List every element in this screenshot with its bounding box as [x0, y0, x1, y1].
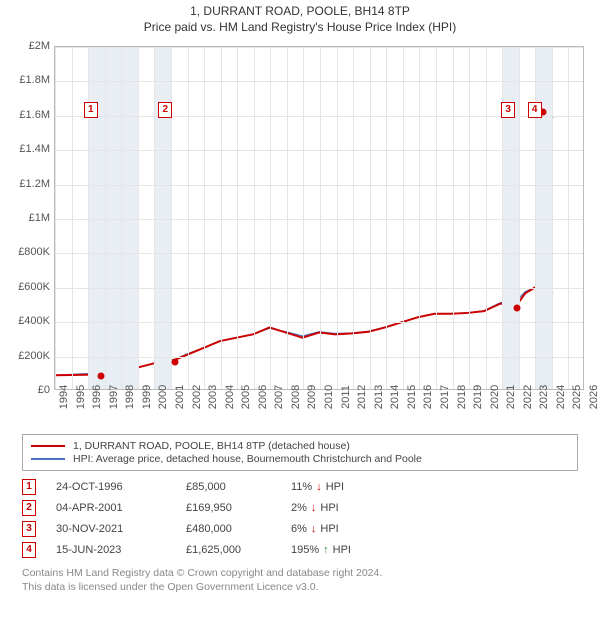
event-row: 4 15-JUN-2023£1,625,000195%↑HPI	[22, 542, 578, 558]
x-axis-label: 2015	[406, 380, 418, 414]
legend-item: HPI: Average price, detached house, Bour…	[31, 453, 569, 465]
legend-swatch	[31, 445, 65, 447]
event-delta: 6%↓HPI	[291, 523, 391, 535]
x-axis-label: 2011	[340, 380, 352, 414]
footer-line1: Contains HM Land Registry data © Crown c…	[22, 566, 578, 580]
x-axis-label: 2020	[489, 380, 501, 414]
x-axis-label: 2021	[505, 380, 517, 414]
event-date: 24-OCT-1996	[56, 481, 186, 493]
x-axis-label: 2007	[273, 380, 285, 414]
sale-point	[514, 305, 521, 312]
event-delta: 11%↓HPI	[291, 481, 391, 493]
event-marker: 1	[22, 479, 36, 495]
x-axis-label: 2009	[306, 380, 318, 414]
x-axis-label: 2025	[571, 380, 583, 414]
plot-area: 1 2 34	[54, 46, 584, 390]
x-axis-label: 2012	[356, 380, 368, 414]
event-row: 3 30-NOV-2021£480,0006%↓HPI	[22, 521, 578, 537]
chart-marker-3: 3	[501, 102, 515, 118]
x-axis-label: 1996	[91, 380, 103, 414]
event-delta: 2%↓HPI	[291, 502, 391, 514]
x-axis-label: 2026	[588, 380, 600, 414]
event-row: 2 04-APR-2001£169,9502%↓HPI	[22, 500, 578, 516]
y-axis-label: £1.2M	[10, 178, 50, 190]
x-axis-label: 2013	[373, 380, 385, 414]
x-axis-label: 1999	[141, 380, 153, 414]
chart-marker-2: 2	[158, 102, 172, 118]
x-axis-label: 2008	[290, 380, 302, 414]
y-axis-label: £200K	[10, 350, 50, 362]
x-axis-label: 1997	[108, 380, 120, 414]
x-axis-label: 2022	[522, 380, 534, 414]
arrow-up-icon: ↑	[323, 544, 329, 556]
x-axis-label: 2014	[389, 380, 401, 414]
event-marker: 3	[22, 521, 36, 537]
event-date: 30-NOV-2021	[56, 523, 186, 535]
legend-item: 1, DURRANT ROAD, POOLE, BH14 8TP (detach…	[31, 440, 569, 452]
chart-marker-1: 1	[84, 102, 98, 118]
chart-marker-4: 4	[528, 102, 542, 118]
x-axis-label: 2003	[207, 380, 219, 414]
x-axis-label: 1995	[75, 380, 87, 414]
event-row: 1 24-OCT-1996£85,00011%↓HPI	[22, 479, 578, 495]
x-axis-label: 2006	[257, 380, 269, 414]
x-axis-label: 2002	[191, 380, 203, 414]
event-marker: 2	[22, 500, 36, 516]
event-price: £85,000	[186, 481, 291, 493]
x-axis-label: 2019	[472, 380, 484, 414]
arrow-down-icon: ↓	[316, 481, 322, 493]
x-axis-label: 1998	[124, 380, 136, 414]
arrow-down-icon: ↓	[311, 523, 317, 535]
x-axis-label: 2010	[323, 380, 335, 414]
event-date: 04-APR-2001	[56, 502, 186, 514]
chart-title-sub: Price paid vs. HM Land Registry's House …	[0, 20, 600, 34]
arrow-down-icon: ↓	[311, 502, 317, 514]
x-axis-label: 1994	[58, 380, 70, 414]
x-axis-label: 2016	[422, 380, 434, 414]
event-date: 15-JUN-2023	[56, 544, 186, 556]
x-axis-label: 2023	[538, 380, 550, 414]
legend-label: 1, DURRANT ROAD, POOLE, BH14 8TP (detach…	[73, 440, 350, 452]
y-axis-label: £1.6M	[10, 109, 50, 121]
x-axis-label: 2001	[174, 380, 186, 414]
footer-line2: This data is licensed under the Open Gov…	[22, 580, 578, 594]
event-marker: 4	[22, 542, 36, 558]
y-axis-label: £1.8M	[10, 74, 50, 86]
event-price: £169,950	[186, 502, 291, 514]
footer-attribution: Contains HM Land Registry data © Crown c…	[22, 566, 578, 594]
y-axis-label: £600K	[10, 281, 50, 293]
x-axis-label: 2018	[456, 380, 468, 414]
y-axis-label: £2M	[10, 40, 50, 52]
x-axis-label: 2000	[157, 380, 169, 414]
x-axis-label: 2024	[555, 380, 567, 414]
y-axis-label: £1.4M	[10, 143, 50, 155]
event-price: £1,625,000	[186, 544, 291, 556]
event-price: £480,000	[186, 523, 291, 535]
y-axis-label: £400K	[10, 315, 50, 327]
sale-point	[172, 358, 179, 365]
y-axis-label: £1M	[10, 212, 50, 224]
legend-label: HPI: Average price, detached house, Bour…	[73, 453, 422, 465]
y-axis-label: £0	[10, 384, 50, 396]
x-axis-label: 2005	[240, 380, 252, 414]
chart-container: £0 £200K £400K £600K £800K £1M £1.2M £1.4M £1.6M…	[10, 40, 590, 428]
sale-point	[98, 373, 105, 380]
event-delta: 195%↑HPI	[291, 544, 391, 556]
events-table: 124-OCT-1996£85,00011%↓HPI204-APR-2001£1…	[22, 479, 578, 558]
legend: 1, DURRANT ROAD, POOLE, BH14 8TP (detach…	[22, 434, 578, 471]
x-axis-label: 2017	[439, 380, 451, 414]
y-axis-label: £800K	[10, 246, 50, 258]
legend-swatch	[31, 458, 65, 460]
chart-title-address: 1, DURRANT ROAD, POOLE, BH14 8TP	[0, 4, 600, 18]
x-axis-label: 2004	[224, 380, 236, 414]
